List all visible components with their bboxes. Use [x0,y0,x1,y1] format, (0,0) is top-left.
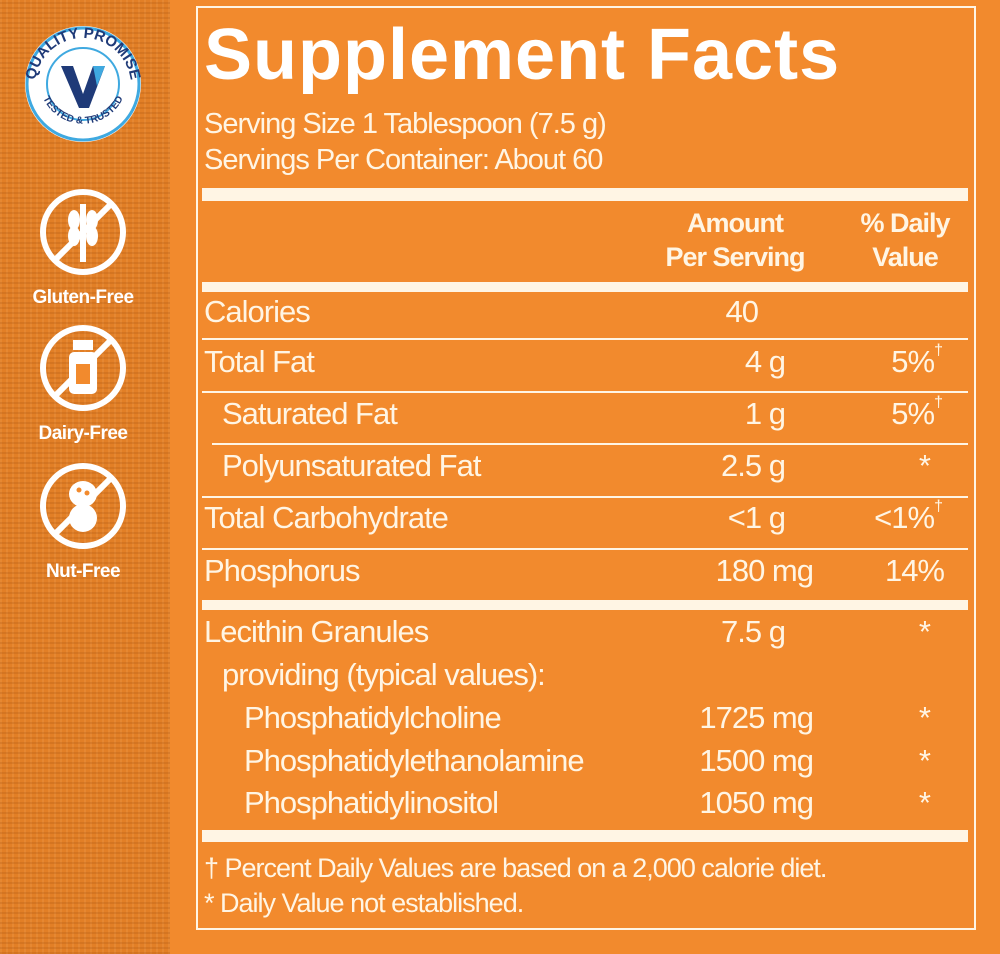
dagger-mark: † [934,342,943,359]
nutrient-name: Calories [204,294,311,329]
footnote-dv: † Percent Daily Values are based on a 2,… [204,853,827,883]
daily-value-text: * [918,785,931,820]
thick-divider [202,600,968,610]
row-divider [202,496,968,498]
nutrient-name: Phosphatidylinositol [244,785,499,820]
nutrient-daily-value: 14% [884,553,945,589]
nutrient-daily-value: <1%† [874,498,943,536]
nutrient-amount: 1050 mg [699,785,814,820]
nutrient-daily-value: 5%† [891,394,943,432]
daily-value-text: * [918,614,931,649]
amount-header-line2: Per Serving [665,242,805,272]
nutrient-amount: 4 g [744,344,786,379]
servings-per-container: Servings Per Container: About 60 [204,144,603,176]
dagger-mark: † [934,394,943,411]
nutrient-name: Lecithin Granules [204,614,429,649]
daily-value-text: * [918,448,931,483]
nut-free-label: Nut-Free [45,561,121,582]
amount-header-line1: Amount [687,208,784,238]
thick-divider [202,188,968,201]
nutrient-amount: 7.5 g [721,614,786,649]
gluten-free-label: Gluten-Free [32,287,134,308]
amount-header: Amount Per Serving [640,206,830,274]
facts-title: Supplement Facts [204,15,841,95]
dagger-mark: † [934,498,943,515]
serving-size: Serving Size 1 Tablespoon (7.5 g) [204,108,607,140]
quality-promise-seal-icon: QUALITY PROMISE TESTED & TRUSTED [22,25,144,142]
dairy-free-label: Dairy-Free [38,423,129,444]
burlap-strip [0,0,170,954]
nutrient-amount: 40 [725,294,759,329]
daily-value-text: 5% [891,344,935,379]
daily-value-text: 5% [891,396,935,431]
milk-bottle-crossed-icon [40,325,126,411]
nutrient-amount: 2.5 g [721,448,786,483]
supplement-facts-frame [196,6,976,930]
nutrient-name: Total Carbohydrate [204,500,449,535]
nutrient-name: Total Fat [204,344,315,379]
nutrient-daily-value: * [918,614,931,650]
row-divider [202,548,968,550]
nutrient-daily-value: * [918,743,931,779]
nutrient-daily-value: 5%† [891,342,943,380]
dairy-free-badge: Dairy-Free [8,322,158,445]
gluten-free-badge: Gluten-Free [8,186,158,309]
footnote-not-established: * Daily Value not established. [204,888,524,918]
nutrient-name: Phosphorus [204,553,360,588]
peanut-crossed-icon [40,463,126,549]
nutrient-daily-value: * [918,785,931,821]
nutrient-amount: <1 g [727,500,786,535]
nutrient-name: Saturated Fat [222,396,398,431]
nutrient-name: Phosphatidylcholine [244,700,502,735]
row-divider [212,443,968,445]
nutrient-name: providing (typical values): [222,657,546,692]
daily-value-header: % Daily Value [840,206,970,274]
nutrient-name: Phosphatidylethanolamine [244,743,585,778]
nut-free-badge: Nut-Free [8,460,158,583]
thick-divider [202,282,968,292]
row-divider [202,338,968,340]
nutrient-amount: 180 mg [715,553,814,588]
nutrient-amount: 1500 mg [699,743,814,778]
daily-value-text: * [918,700,931,735]
thick-divider [202,830,968,842]
nutrient-name: Polyunsaturated Fat [222,448,481,483]
nutrient-daily-value: * [918,700,931,736]
daily-value-text: <1% [874,500,935,535]
nutrient-daily-value: * [918,448,931,484]
daily-value-text: 14% [884,553,945,588]
daily-value-header-line2: Value [872,242,939,272]
wheat-crossed-icon [40,189,126,275]
quality-promise-seal: QUALITY PROMISE TESTED & TRUSTED [8,14,158,159]
row-divider [202,391,968,393]
nutrient-amount: 1725 mg [699,700,814,735]
daily-value-text: * [918,743,931,778]
daily-value-header-line1: % Daily [860,208,950,238]
nutrient-amount: 1 g [744,396,786,431]
